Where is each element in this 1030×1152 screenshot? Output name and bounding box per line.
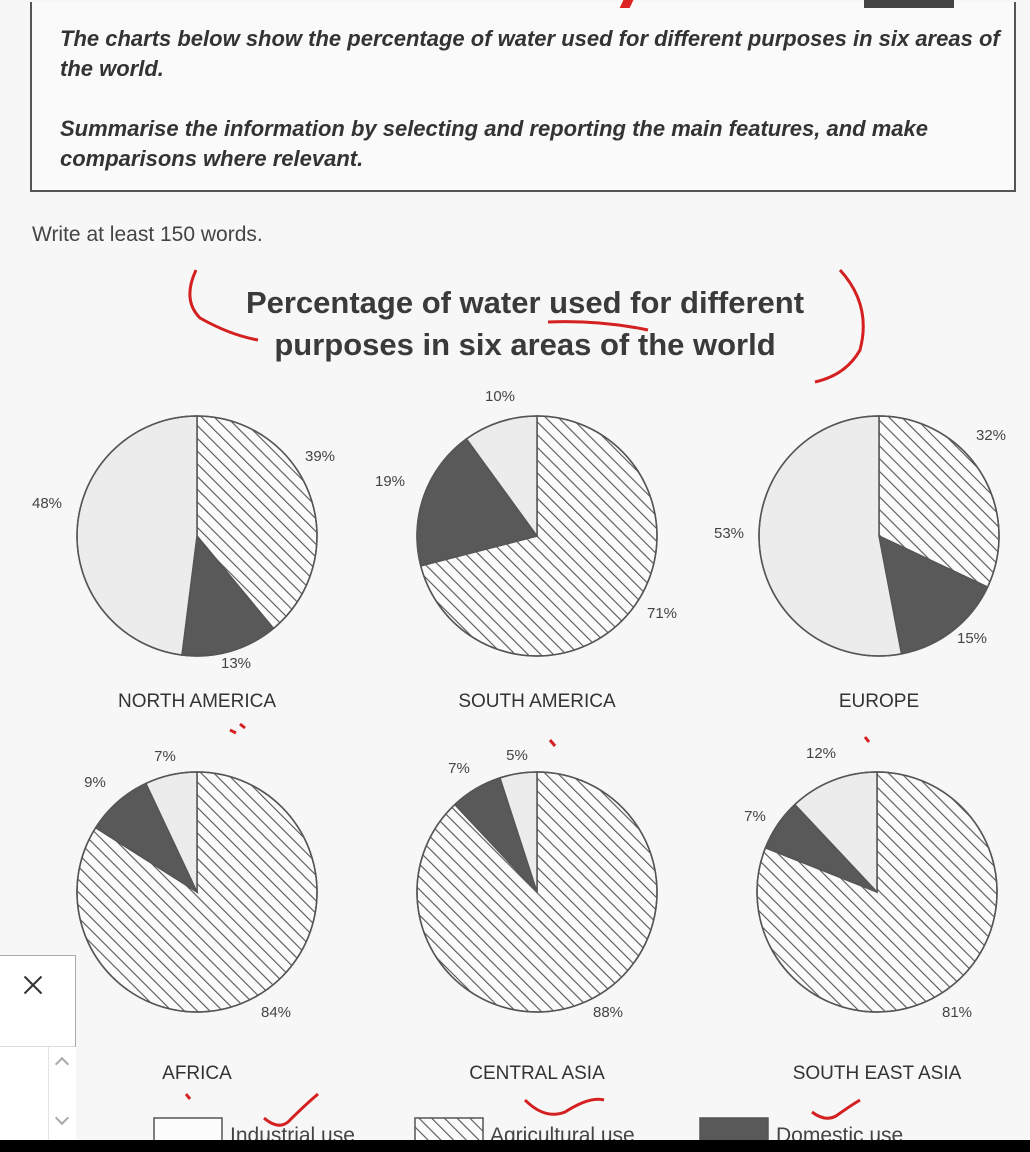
popup-divider <box>0 1046 75 1047</box>
data-label-industrial: 5% <box>506 747 528 764</box>
pie-outline <box>76 771 318 1013</box>
data-label-agricultural: 81% <box>942 1004 972 1021</box>
data-label-agricultural: 32% <box>976 427 1006 444</box>
data-label-agricultural: 88% <box>593 1004 623 1021</box>
region-label: EUROPE <box>839 691 919 712</box>
side-popup-panel <box>0 955 76 1152</box>
data-label-industrial: 12% <box>806 745 836 762</box>
qr-code-mark <box>864 0 954 8</box>
word-count-instruction: Write at least 150 words. <box>32 223 263 246</box>
pie-outline <box>756 771 998 1013</box>
close-icon[interactable] <box>18 970 48 1000</box>
pie-north-america <box>76 415 318 657</box>
chevron-down-icon[interactable] <box>54 1110 70 1126</box>
region-label: AFRICA <box>162 1063 232 1084</box>
data-label-agricultural: 39% <box>305 448 335 465</box>
data-label-domestic: 7% <box>448 760 470 777</box>
popup-scrollbar[interactable] <box>48 1047 76 1152</box>
data-label-domestic: 13% <box>221 655 251 672</box>
pie-europe <box>758 415 1000 657</box>
pie-outline <box>76 415 318 657</box>
pie-south-america <box>416 415 658 657</box>
pie-outline <box>416 415 658 657</box>
task-description: The charts below show the percentage of … <box>60 26 1000 81</box>
pie-africa <box>76 771 318 1013</box>
region-label: SOUTH EAST ASIA <box>793 1063 962 1084</box>
data-label-industrial: 53% <box>714 525 744 542</box>
task-instruction: Summarise the information by selecting a… <box>60 116 928 171</box>
data-label-domestic: 19% <box>375 473 405 490</box>
bottom-bar <box>0 1140 1030 1152</box>
region-label: NORTH AMERICA <box>118 691 276 712</box>
pie-outline <box>416 771 658 1013</box>
task-box: The charts below show the percentage of … <box>30 0 1016 192</box>
data-label-industrial: 10% <box>485 388 515 405</box>
region-label: SOUTH AMERICA <box>458 691 616 712</box>
data-label-industrial: 7% <box>154 748 176 765</box>
data-label-domestic: 15% <box>957 630 987 647</box>
chart-title: Percentage of water used for different p… <box>245 285 805 362</box>
data-label-agricultural: 71% <box>647 605 677 622</box>
pie-central-asia <box>416 771 658 1013</box>
data-label-agricultural: 84% <box>261 1004 291 1021</box>
pie-outline <box>758 415 1000 657</box>
pie-slice-industrial <box>76 415 198 656</box>
region-label: CENTRAL ASIA <box>469 1063 605 1084</box>
data-label-industrial: 48% <box>32 495 62 512</box>
data-label-domestic: 9% <box>84 774 106 791</box>
red-annotations <box>184 268 871 1127</box>
data-label-domestic: 7% <box>744 808 766 825</box>
chevron-up-icon[interactable] <box>54 1056 70 1072</box>
pie-south-east-asia <box>756 771 998 1013</box>
